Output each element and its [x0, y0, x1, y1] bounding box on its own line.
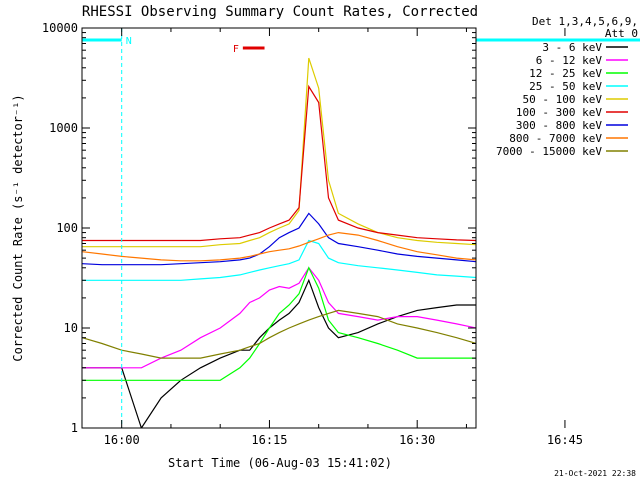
series-layer	[82, 57, 476, 428]
y-tick-label: 1000	[49, 121, 78, 135]
y-tick-label: 10	[64, 321, 78, 335]
series-line-2	[82, 266, 476, 381]
x-tick-label: 16:00	[104, 433, 140, 447]
y-tick-label: 1	[71, 421, 78, 435]
y-axis: 1 10 100 1000 10000	[42, 21, 476, 435]
x-tick-label: 16:15	[251, 433, 287, 447]
legend-label: 300 - 800 keV	[516, 119, 602, 132]
legend-header-line: Det 1,3,4,5,6,9,	[532, 15, 638, 28]
legend-label: 7000 - 15000 keV	[496, 145, 602, 158]
x-tick-label: 16:30	[399, 433, 435, 447]
footer-timestamp: 21-Oct-2021 22:38	[554, 469, 636, 478]
legend-label: 50 - 100 keV	[523, 93, 603, 106]
legend-label: 100 - 300 keV	[516, 106, 602, 119]
annotation-layer: NF	[82, 28, 640, 428]
annotation-label-0: N	[126, 36, 132, 47]
legend-label: 25 - 50 keV	[529, 80, 602, 93]
y-tick-label: 10000	[42, 21, 78, 35]
legend-label: 800 - 7000 keV	[509, 132, 602, 145]
annotation-label-1: F	[233, 44, 239, 55]
x-axis-label: Start Time (06-Aug-03 15:41:02)	[168, 456, 392, 470]
series-line-7	[82, 231, 476, 262]
legend-label: 12 - 25 keV	[529, 67, 602, 80]
legend-label: 3 - 6 keV	[542, 41, 602, 54]
series-line-0	[82, 278, 476, 428]
legend-label: 6 - 12 keV	[536, 54, 603, 67]
series-line-6	[82, 212, 476, 266]
series-line-5	[82, 84, 476, 242]
chart-title: RHESSI Observing Summary Count Rates, Co…	[82, 4, 478, 20]
y-axis-label: Corrected Count Rate (s⁻¹ detector⁻¹)	[11, 94, 25, 361]
series-line-1	[82, 266, 476, 369]
legend-header-line: Att 0	[605, 27, 638, 40]
x-tick-label: 16:45	[547, 433, 583, 447]
series-line-3	[82, 239, 476, 281]
y-tick-label: 100	[56, 221, 78, 235]
series-line-8	[82, 309, 476, 359]
